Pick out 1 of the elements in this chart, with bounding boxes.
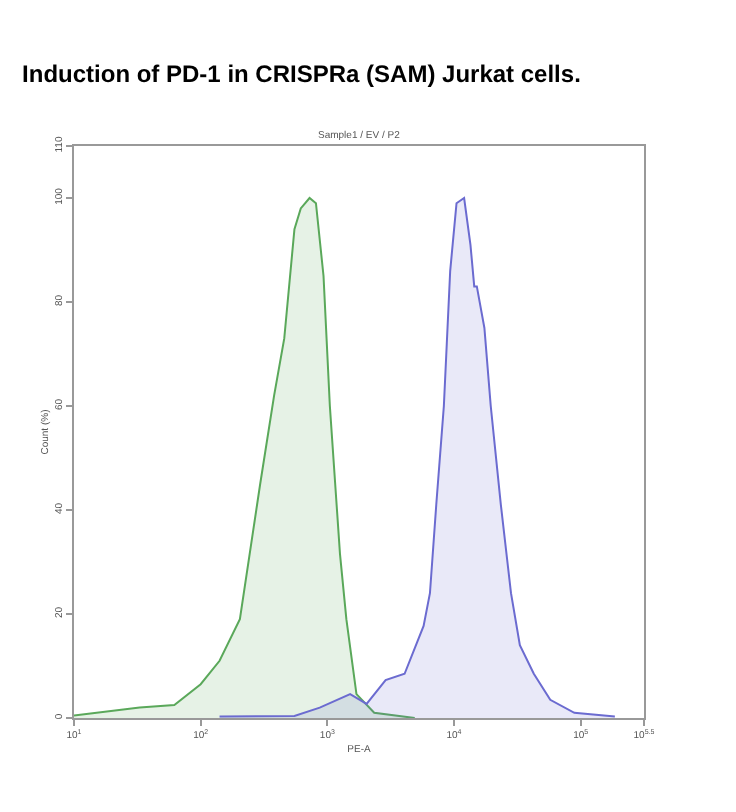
chart-title: Induction of PD-1 in CRISPRa (SAM) Jurkat cells.: [22, 59, 581, 88]
